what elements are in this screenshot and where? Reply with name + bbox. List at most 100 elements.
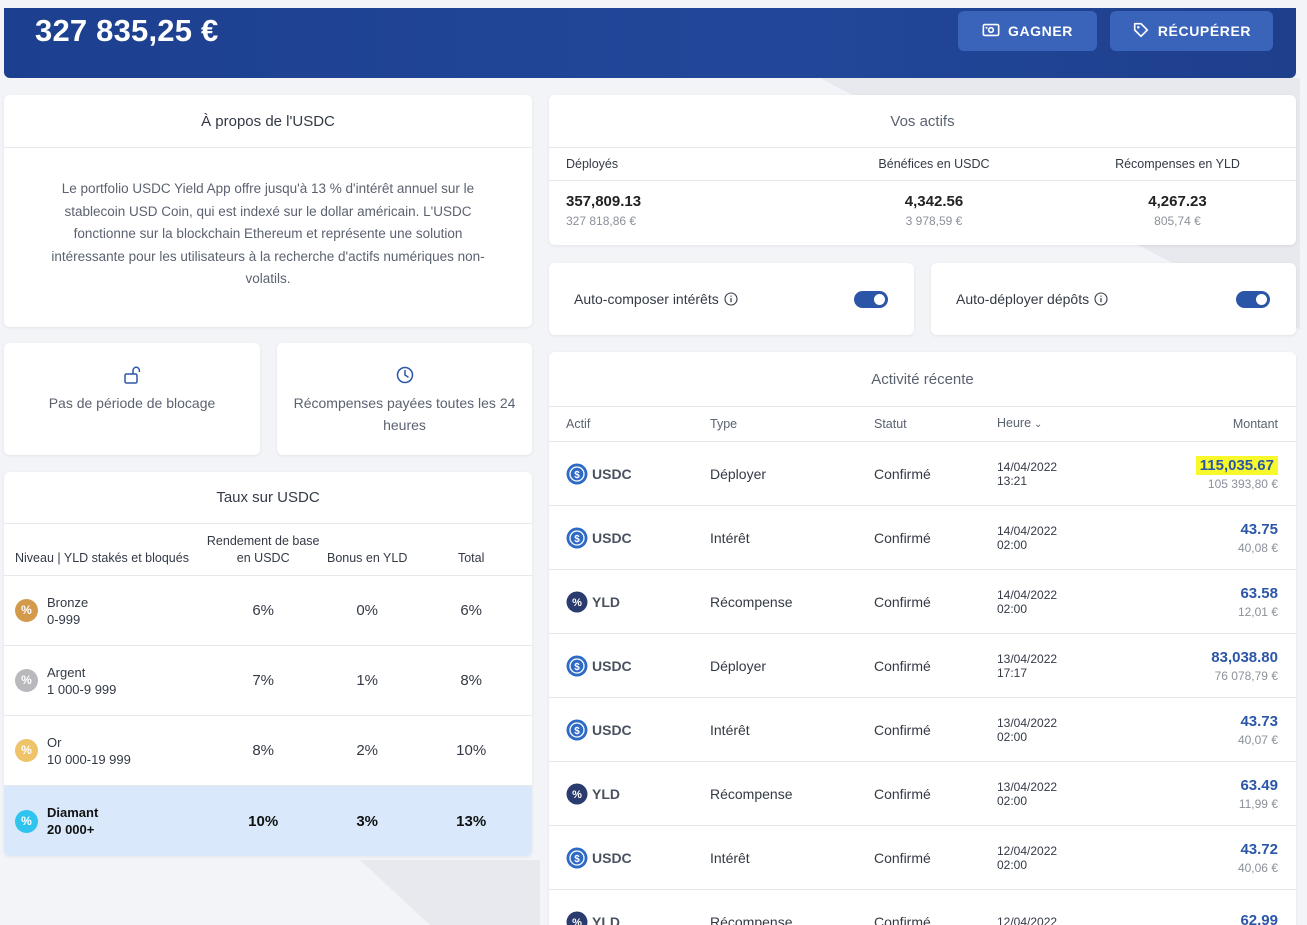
svg-text:$: $ <box>574 470 580 481</box>
tx-date: 14/04/2022 <box>997 523 1058 538</box>
tx-time: 02:00 <box>997 793 1028 808</box>
tx-status: Confirmé <box>874 913 931 925</box>
about-card: À propos de l'USDC Le portfolio USDC Yie… <box>4 95 532 327</box>
col-amount: Montant <box>1232 417 1278 431</box>
rates-table-header: Niveau | YLD stakés et bloqués Rendement… <box>4 524 532 576</box>
activity-row[interactable]: $ USDC Déployer Confirmé 14/04/2022 13:21 115,… <box>549 442 1296 506</box>
col-level: Niveau | YLD stakés et bloqués <box>15 551 189 565</box>
tx-date: 14/04/2022 <box>997 459 1058 474</box>
activity-row[interactable]: % YLD Récompense Confirmé 12/04/2022 62.99 <box>549 890 1296 925</box>
clock-icon <box>277 365 532 387</box>
tx-time: 02:00 <box>997 729 1028 744</box>
tx-date: 14/04/2022 <box>997 587 1058 602</box>
usdc-coin-icon: $ <box>566 719 588 741</box>
asset-name: USDC <box>592 657 632 674</box>
tx-amount: 63.49 <box>1240 776 1278 794</box>
rates-title: Taux sur USDC <box>4 472 532 524</box>
svg-text:$: $ <box>574 534 580 545</box>
tx-amount: 43.72 <box>1240 840 1278 858</box>
activity-row[interactable]: $ USDC Intérêt Confirmé 13/04/2022 02:00 43.73… <box>549 698 1296 762</box>
tx-date: 13/04/2022 <box>997 651 1058 666</box>
total-rate: 13% <box>456 812 487 830</box>
asset-name: YLD <box>592 913 620 925</box>
usdc-profit-fiat: 3 978,59 € <box>905 214 963 228</box>
tx-fiat: 40,06 € <box>1237 860 1278 875</box>
tier-range: 0-999 <box>47 611 81 627</box>
auto-deploy-toggle[interactable] <box>1236 290 1270 308</box>
tx-type: Déployer <box>710 657 767 674</box>
tx-time: 02:00 <box>997 537 1028 552</box>
about-text: Le portfolio USDC Yield App offre jusqu'… <box>51 181 485 286</box>
yld-rewards-value: 4,267.23 <box>1148 193 1207 210</box>
yld-rewards-fiat: 805,74 € <box>1154 214 1201 228</box>
tier-name: Argent <box>47 664 86 680</box>
asset-name: YLD <box>592 785 620 802</box>
svg-text:%: % <box>572 789 582 801</box>
activity-row[interactable]: $ USDC Intérêt Confirmé 12/04/2022 02:00 43.72… <box>549 826 1296 890</box>
tx-type: Intérêt <box>710 849 750 866</box>
base-rate: 8% <box>252 742 275 759</box>
auto-compound-card: Auto-composer intérêts <box>549 263 914 335</box>
tier-name: Bronze <box>47 594 89 610</box>
auto-compound-toggle[interactable] <box>854 290 888 308</box>
feature-text: Récompenses payées toutes les 24 heures <box>293 395 516 433</box>
rate-row: % Bronze 0-999 6% 0% 6% <box>4 576 532 646</box>
tx-date: 13/04/2022 <box>997 779 1058 794</box>
bonus-rate: 2% <box>356 742 379 759</box>
deployed-label: Déployés <box>566 157 619 171</box>
tx-fiat: 76 078,79 € <box>1214 668 1278 683</box>
chevron-down-icon: ⌄ <box>1034 419 1043 430</box>
svg-text:$: $ <box>574 854 580 865</box>
tx-date: 12/04/2022 <box>997 914 1058 925</box>
withdraw-button-label: RÉCUPÉRER <box>1157 23 1252 39</box>
base-rate: 10% <box>248 812 279 830</box>
svg-text:%: % <box>572 917 582 925</box>
percent-badge-icon: % <box>15 739 38 762</box>
col-total: Total <box>457 551 485 565</box>
assets-title: Vos actifs <box>549 95 1296 148</box>
tx-type: Intérêt <box>710 721 750 738</box>
info-icon[interactable] <box>724 292 738 306</box>
auto-deploy-label: Auto-déployer dépôts <box>956 291 1090 307</box>
percent-badge-icon: % <box>15 809 38 833</box>
col-status: Statut <box>874 417 907 431</box>
about-title: À propos de l'USDC <box>4 95 532 148</box>
deployed-value: 357,809.13 <box>566 193 642 210</box>
assets-values: 357,809.13 327 818,86 € 4,342.56 3 978,5… <box>549 181 1296 228</box>
tx-status: Confirmé <box>874 529 931 546</box>
tx-fiat: 12,01 € <box>1237 604 1278 619</box>
tier-name: Diamant <box>47 805 99 820</box>
tx-time: 13:21 <box>997 473 1028 488</box>
deployed-fiat: 327 818,86 € <box>566 214 637 228</box>
info-icon[interactable] <box>1094 292 1108 306</box>
tier-range: 10 000-19 999 <box>47 751 131 767</box>
activity-row[interactable]: $ USDC Déployer Confirmé 13/04/2022 17:17 83,0… <box>549 634 1296 698</box>
assets-card: Vos actifs Déployés Bénéfices en USDC Ré… <box>549 95 1296 245</box>
tx-amount: 43.75 <box>1240 520 1278 538</box>
usdc-coin-icon: $ <box>566 463 588 485</box>
tag-icon <box>1132 21 1150 42</box>
activity-row[interactable]: $ USDC Intérêt Confirmé 14/04/2022 02:00 43.75… <box>549 506 1296 570</box>
activity-table-header: Actif Type Statut Heure ⌄ Montant <box>549 407 1296 442</box>
auto-deploy-card: Auto-déployer dépôts <box>931 263 1296 335</box>
activity-row[interactable]: % YLD Récompense Confirmé 13/04/2022 02:00 63.… <box>549 762 1296 826</box>
yld-coin-icon: % <box>566 591 588 613</box>
col-asset: Actif <box>566 417 591 431</box>
total-rate: 10% <box>456 742 487 759</box>
feature-text: Pas de période de blocage <box>48 395 216 411</box>
col-time-sort[interactable]: Heure ⌄ <box>980 416 1120 432</box>
asset-name: USDC <box>592 721 632 738</box>
usdc-profit-label: Bénéfices en USDC <box>878 157 990 171</box>
withdraw-button[interactable]: RÉCUPÉRER <box>1110 11 1273 51</box>
activity-row[interactable]: % YLD Récompense Confirmé 14/04/2022 02:00 63.… <box>549 570 1296 634</box>
bonus-rate: 0% <box>356 602 379 619</box>
col-time: Heure <box>997 416 1032 430</box>
total-balance: 327 835,25 € <box>35 13 219 48</box>
feature-rewards-daily: Récompenses payées toutes les 24 heures <box>277 343 532 455</box>
col-bonus: Bonus en YLD <box>326 551 408 565</box>
activity-title: Activité récente <box>549 352 1296 407</box>
rates-card: Taux sur USDC Niveau | YLD stakés et blo… <box>4 472 532 856</box>
earn-button[interactable]: GAGNER <box>958 11 1097 51</box>
tx-type: Récompense <box>710 593 793 610</box>
tx-fiat: 11,99 € <box>1238 796 1278 811</box>
